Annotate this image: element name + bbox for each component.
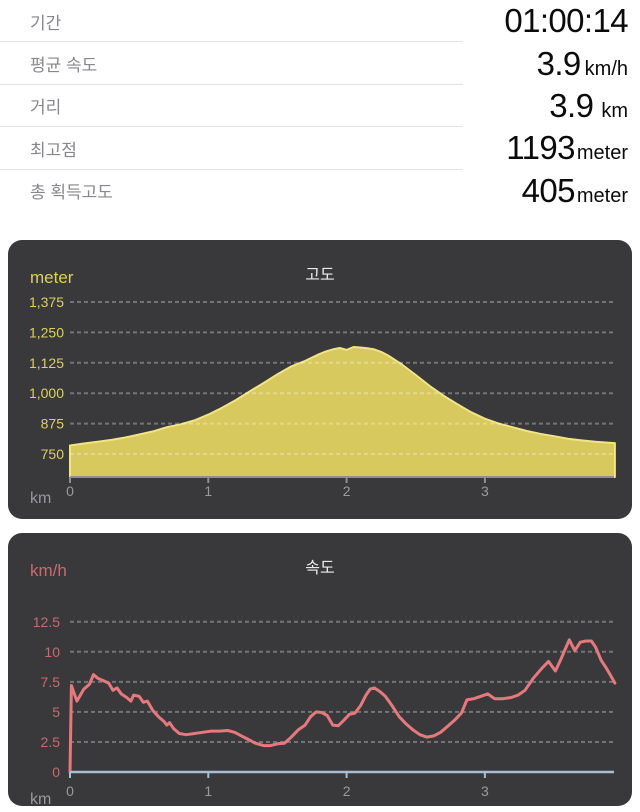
y-tick-label: 1,000 (29, 385, 64, 401)
elevation-area (69, 346, 616, 478)
stat-row-distance: 거리 3.9 km (0, 85, 640, 128)
y-tick-label: 1,125 (29, 355, 64, 371)
x-tick-label: 0 (66, 483, 74, 499)
stat-row-avg-speed: 평균 속도 3.9 km/h (0, 42, 640, 85)
speed-chart-title: 속도 (305, 560, 335, 577)
elevation-chart-title: 고도 (305, 267, 335, 284)
stat-row-elevation-gain: 총 획득고도 405 meter (0, 170, 640, 212)
y-tick-label: 10 (44, 644, 60, 660)
stat-unit: km (601, 99, 628, 122)
series (68, 638, 617, 774)
workout-stats-list: 기간 01:00:14 평균 속도 3.9 km/h 거리 3.9 km 최고점… (0, 0, 640, 212)
stat-label: 평균 속도 (30, 56, 98, 76)
stat-label: 거리 (30, 98, 62, 118)
elevation-chart-plot: 750 875 1,000 1,125 1,250 1,375 0 1 2 3 (29, 294, 616, 499)
y-tick-label: 1,250 (29, 324, 64, 340)
x-tick-label: 2 (343, 783, 351, 799)
stat-row-max-altitude: 최고점 1193 meter (0, 127, 640, 170)
axes: 750 875 1,000 1,125 1,250 1,375 0 1 2 3 (29, 294, 614, 499)
row-divider (0, 126, 463, 128)
stat-value-wrap: 405 meter (522, 172, 628, 210)
stat-label: 최고점 (30, 140, 77, 160)
y-tick-label: 1,375 (29, 294, 64, 310)
speed-y-axis-unit-label: km/h (30, 561, 67, 580)
speed-chart-plot: 0 2.5 5 7.5 10 12.5 0 1 2 3 (33, 614, 617, 799)
stat-value: 3.9 (536, 44, 582, 82)
stat-row-duration: 기간 01:00:14 (0, 0, 640, 43)
row-divider (0, 83, 463, 85)
x-tick-label: 3 (481, 783, 489, 799)
y-tick-label: 12.5 (33, 614, 60, 630)
x-tick-label: 1 (204, 483, 212, 499)
stat-unit: km/h (584, 57, 628, 80)
stat-label: 총 획득고도 (30, 183, 113, 203)
elevation-chart-card: 고도 meter km 750 875 1,000 1,125 1,250 1,375 0 1… (8, 240, 632, 519)
elevation-y-axis-unit-label: meter (30, 268, 74, 287)
y-tick-label: 5 (52, 704, 60, 720)
x-tick-label: 3 (481, 483, 489, 499)
y-tick-label: 0 (52, 764, 60, 780)
speed-x-axis-unit-label: km (30, 791, 52, 808)
row-divider (0, 168, 463, 170)
speed-line (68, 638, 617, 774)
series (69, 346, 616, 478)
speed-chart-card: 속도 km/h km 0 2.5 5 7.5 10 12.5 0 1 2 3 (8, 533, 632, 808)
row-divider (0, 41, 463, 43)
y-tick-label: 7.5 (41, 674, 61, 690)
y-tick-label: 875 (41, 416, 65, 432)
stat-unit: meter (576, 142, 628, 165)
stat-value-wrap: 3.9 km (549, 87, 628, 125)
x-tick-label: 0 (66, 783, 74, 799)
stat-label: 기간 (30, 13, 62, 33)
x-tick-label: 2 (343, 483, 351, 499)
stat-value: 3.9 (549, 86, 594, 124)
stat-unit: meter (576, 184, 628, 207)
elevation-x-axis-unit-label: km (30, 490, 52, 507)
y-tick-label: 750 (41, 446, 65, 462)
stat-value: 405 (521, 171, 576, 209)
stat-value-wrap: 3.9 km/h (537, 45, 628, 83)
y-tick-label: 2.5 (41, 734, 61, 750)
stat-value: 1193 (506, 129, 575, 167)
stat-value-wrap: 1193 meter (506, 129, 628, 167)
stat-value-wrap: 01:00:14 (504, 2, 628, 40)
axes: 0 2.5 5 7.5 10 12.5 0 1 2 3 (33, 614, 614, 799)
x-tick-label: 1 (204, 783, 212, 799)
stat-value: 01:00:14 (504, 2, 628, 40)
